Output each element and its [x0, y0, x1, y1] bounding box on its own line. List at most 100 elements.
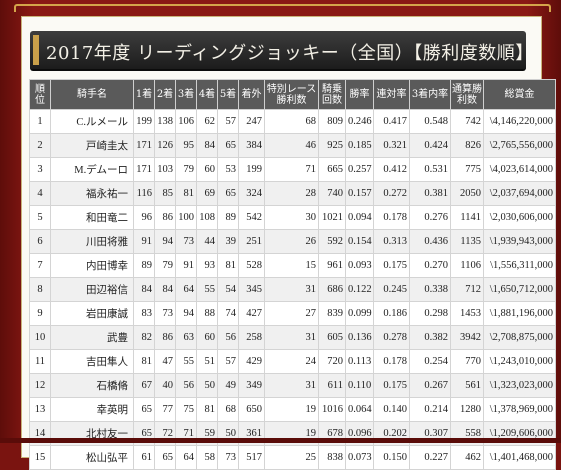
table-cell: 55	[196, 277, 218, 302]
table-cell: 46	[264, 133, 319, 158]
rank-cell: 5	[29, 205, 51, 230]
table-cell: 251	[238, 229, 265, 254]
table-cell: \1,881,196,000	[483, 301, 556, 326]
table-cell: 809	[318, 109, 346, 134]
jockey-name-cell: 吉田隼人	[50, 349, 134, 374]
table-cell: 0.278	[373, 325, 410, 350]
table-cell: 88	[196, 301, 218, 326]
table-cell: \1,378,969,000	[483, 397, 556, 422]
table-cell: 0.136	[345, 325, 374, 350]
jockey-name-cell: M.デムーロ	[50, 157, 134, 182]
table-cell: 116	[133, 181, 155, 206]
table-cell: 0.094	[345, 205, 374, 230]
table-cell: 839	[318, 301, 346, 326]
column-header: 通算勝利数	[450, 79, 484, 110]
table-cell: 592	[318, 229, 346, 254]
table-cell: 462	[450, 445, 484, 470]
table-row: 2 戸崎圭太 171 126 95 84 65 384 46 925 0.185 0.321 0.424…	[29, 133, 556, 158]
table-cell: 81	[175, 181, 197, 206]
table-cell: 126	[154, 133, 176, 158]
table-cell: 27	[264, 301, 319, 326]
table-cell: 0.175	[373, 373, 410, 398]
table-cell: 542	[238, 205, 265, 230]
table-cell: 47	[154, 349, 176, 374]
table-cell: 1021	[318, 205, 346, 230]
column-header: 総賞金	[483, 79, 556, 110]
table-cell: 171	[133, 133, 155, 158]
table-cell: 0.276	[409, 205, 451, 230]
table-cell: 138	[154, 109, 176, 134]
table-cell: 775	[450, 157, 484, 182]
jockey-name-cell: 岩田康誠	[50, 301, 134, 326]
table-cell: 65	[133, 397, 155, 422]
column-header: 騎乗回数	[318, 79, 346, 110]
table-cell: 0.548	[409, 109, 451, 134]
column-header: 勝率	[345, 79, 374, 110]
table-cell: 58	[196, 445, 218, 470]
table-cell: 24	[264, 349, 319, 374]
table-cell: 74	[217, 301, 239, 326]
table-cell: 51	[196, 349, 218, 374]
table-cell: \1,401,468,000	[483, 445, 556, 470]
table-cell: 40	[154, 373, 176, 398]
table-cell: 0.227	[409, 445, 451, 470]
table-cell: 0.093	[345, 253, 374, 278]
table-row: 6 川田将雅 91 94 73 44 39 251 26 592 0.154 0.313 0.436 11…	[29, 229, 556, 254]
table-cell: 68	[217, 397, 239, 422]
table-row: 11 吉田隼人 81 47 55 51 57 429 24 720 0.113 0.178 0.254 7…	[29, 349, 556, 374]
table-cell: 258	[238, 325, 265, 350]
table-cell: 1280	[450, 397, 484, 422]
table-cell: 93	[196, 253, 218, 278]
table-cell: 0.412	[373, 157, 410, 182]
jockey-name-cell: 福永祐一	[50, 181, 134, 206]
table-cell: 106	[175, 109, 197, 134]
column-header: 1着	[133, 79, 155, 110]
table-cell: 0.531	[409, 157, 451, 182]
table-cell: 0.122	[345, 277, 374, 302]
table-cell: \2,037,694,000	[483, 181, 556, 206]
table-cell: 39	[217, 229, 239, 254]
column-header: 3着	[175, 79, 197, 110]
table-cell: 0.254	[409, 349, 451, 374]
column-header: 2着	[154, 79, 176, 110]
table-cell: \1,650,712,000	[483, 277, 556, 302]
table-cell: 0.064	[345, 397, 374, 422]
table-cell: 64	[175, 277, 197, 302]
table-cell: 605	[318, 325, 346, 350]
rank-cell: 9	[29, 301, 51, 326]
table-cell: \1,556,311,000	[483, 253, 556, 278]
table-cell: 0.186	[373, 301, 410, 326]
table-cell: 0.214	[409, 397, 451, 422]
table-cell: 56	[217, 325, 239, 350]
table-cell: 50	[196, 373, 218, 398]
table-cell: \4,146,220,000	[483, 109, 556, 134]
table-cell: 0.178	[373, 349, 410, 374]
table-cell: 925	[318, 133, 346, 158]
table-cell: 0.267	[409, 373, 451, 398]
table-cell: 0.246	[345, 109, 374, 134]
jockey-name-cell: 武豊	[50, 325, 134, 350]
table-cell: 63	[175, 325, 197, 350]
table-cell: \2,765,556,000	[483, 133, 556, 158]
table-row: 1 C.ルメール 199 138 106 62 57 247 68 809 0.246 0.417 0.…	[29, 109, 556, 134]
table-cell: 0.185	[345, 133, 374, 158]
table-cell: 96	[133, 205, 155, 230]
table-cell: 44	[196, 229, 218, 254]
table-cell: 103	[154, 157, 176, 182]
column-header: 3着内率	[409, 79, 451, 110]
table-cell: \1,323,023,000	[483, 373, 556, 398]
table-cell: 665	[318, 157, 346, 182]
page-title: 2017年度 リーディングジョッキー（全国）【勝利度数順】	[46, 43, 534, 64]
table-cell: 0.417	[373, 109, 410, 134]
jockey-name-cell: 川田将雅	[50, 229, 134, 254]
table-cell: 712	[450, 277, 484, 302]
table-cell: 30	[264, 205, 319, 230]
rank-cell: 8	[29, 277, 51, 302]
table-cell: 67	[133, 373, 155, 398]
table-cell: 324	[238, 181, 265, 206]
table-cell: 0.338	[409, 277, 451, 302]
table-cell: 25	[264, 445, 319, 470]
column-header: 着外	[238, 79, 265, 110]
column-header: 4着	[196, 79, 218, 110]
table-cell: 100	[175, 205, 197, 230]
